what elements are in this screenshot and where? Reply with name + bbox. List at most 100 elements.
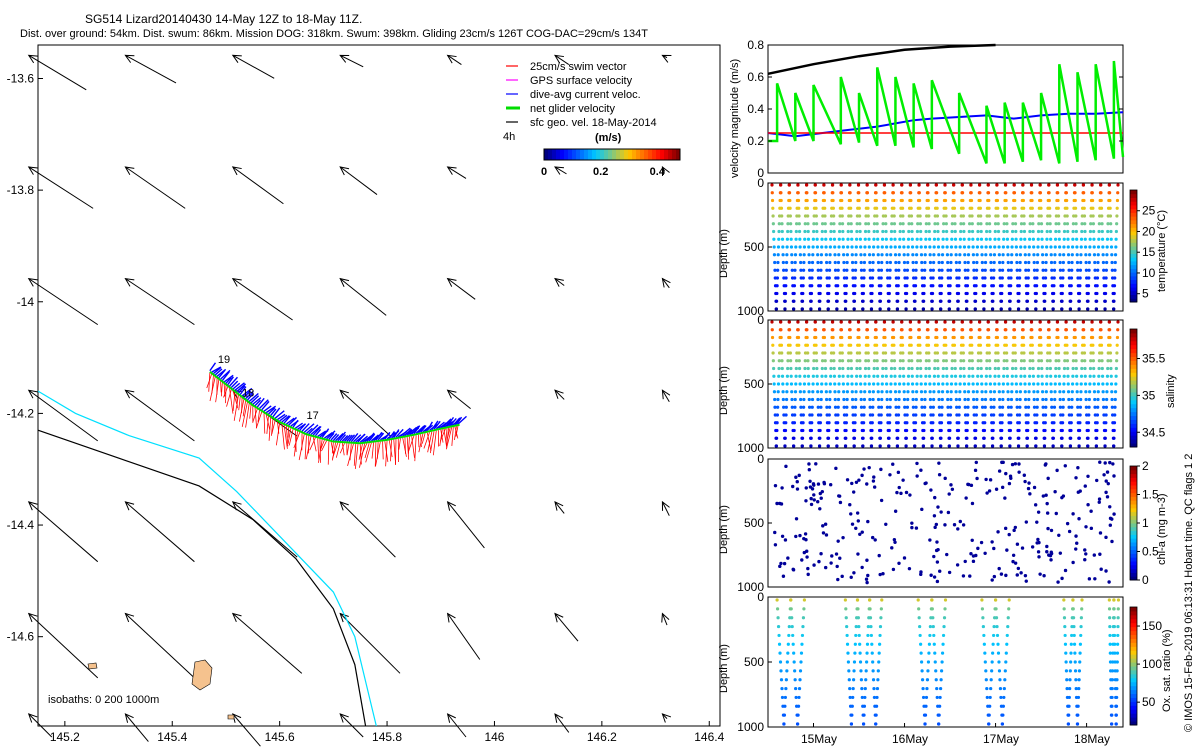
profile-sample [1075, 260, 1080, 265]
chla-sample [1017, 462, 1021, 466]
profile-sample [835, 444, 839, 448]
profile-sample [1029, 320, 1034, 324]
profile-sample [983, 276, 987, 280]
profile-sample [1095, 421, 1099, 425]
arrow-head [339, 501, 349, 511]
chla-sample [845, 478, 850, 482]
depth-tick-label: 0 [757, 452, 764, 466]
arrow-head [661, 54, 672, 63]
swim-vector [427, 431, 433, 453]
profile-sample [1002, 229, 1006, 234]
chla-sample [821, 524, 825, 528]
profile-sample [1100, 359, 1104, 363]
profile-sample [1015, 253, 1019, 257]
profile-sample [1025, 436, 1030, 440]
arrow-shaft [28, 501, 99, 563]
cbar-outline [1129, 189, 1138, 303]
profile-sample [999, 307, 1003, 311]
profile-sample [794, 222, 799, 226]
profile-sample [1008, 436, 1012, 440]
profile-sample [909, 328, 913, 332]
profile-sample [937, 397, 941, 402]
dac-vector [256, 397, 265, 408]
profile-sample [1070, 390, 1074, 394]
swim-vector [312, 437, 317, 452]
profile-sample [872, 374, 876, 378]
arrow-head [231, 277, 242, 287]
oxygen-sample [778, 660, 783, 664]
profile-sample [903, 268, 907, 272]
profile-sample [849, 222, 853, 226]
cbar-segment [1130, 561, 1137, 566]
chla-sample [890, 546, 894, 550]
profile-sample [952, 320, 956, 324]
arrow-shaft [339, 613, 401, 674]
profile-sample [1031, 222, 1035, 226]
profile-sample [1041, 405, 1045, 409]
profile-sample [827, 268, 832, 272]
profile-sample [1082, 343, 1086, 347]
chla-sample [1046, 476, 1050, 481]
profile-sample [793, 390, 798, 394]
profile-sample [825, 405, 829, 409]
velocity-series [767, 43, 1125, 164]
profile-sample [1019, 366, 1023, 371]
profile-sample [829, 229, 833, 234]
profile-sample [832, 222, 836, 226]
chla-sample [971, 559, 976, 564]
oxygen-sample [865, 642, 870, 646]
dac-vector [239, 386, 247, 395]
temperature-ylabel: Depth (m) [718, 229, 730, 278]
profile-sample [849, 351, 853, 355]
profile-sample [883, 328, 887, 332]
profile-sample [1045, 382, 1049, 386]
profile-sample [943, 328, 947, 332]
dac-vector [308, 424, 319, 435]
profile-sample [885, 253, 889, 257]
profile-sample [1052, 276, 1056, 280]
profile-sample [1100, 366, 1104, 371]
profile-sample [953, 351, 957, 355]
profile-sample [888, 405, 892, 409]
profile-sample [962, 237, 966, 241]
profile-sample [1082, 335, 1086, 340]
profile-sample [988, 366, 992, 371]
oxygen-sample [994, 616, 999, 620]
profile-sample [820, 359, 825, 363]
profile-sample [885, 390, 889, 394]
profile-sample [1045, 245, 1049, 249]
profile-sample [1035, 405, 1039, 409]
profile-sample [913, 444, 917, 448]
chla-sample [862, 467, 866, 471]
profile-sample [770, 328, 774, 332]
profile-sample [926, 320, 930, 324]
profile-sample [1008, 291, 1013, 296]
profile-sample [880, 237, 885, 241]
profile-sample [1040, 237, 1044, 241]
chla-sample [854, 526, 858, 531]
profile-sample [1060, 299, 1064, 303]
profile-sample [1096, 253, 1100, 257]
profile-sample [1052, 413, 1056, 417]
dac-vector [294, 422, 304, 429]
profile-sample [792, 307, 796, 311]
geo-velocity-arrow [446, 389, 471, 410]
cbar-segment [1130, 268, 1137, 273]
chla-sample [939, 510, 943, 514]
arrow-shaft [661, 613, 668, 626]
chla-cbar-label: chl-a (mg m-3) [1156, 493, 1168, 565]
profile-sample [807, 390, 811, 394]
chla-sample [824, 533, 829, 537]
profile-sample [875, 222, 879, 226]
chla-sample [873, 538, 877, 542]
oxygen-sample [786, 642, 790, 646]
profile-sample [1066, 382, 1070, 386]
profile-sample [794, 237, 798, 241]
oxygen-sample [784, 678, 788, 682]
profile-sample [1097, 366, 1101, 371]
cbar-segment [1130, 496, 1137, 501]
profile-sample [789, 237, 793, 241]
profile-sample [806, 374, 811, 378]
profile-sample [779, 320, 783, 324]
profile-sample [1078, 405, 1083, 409]
